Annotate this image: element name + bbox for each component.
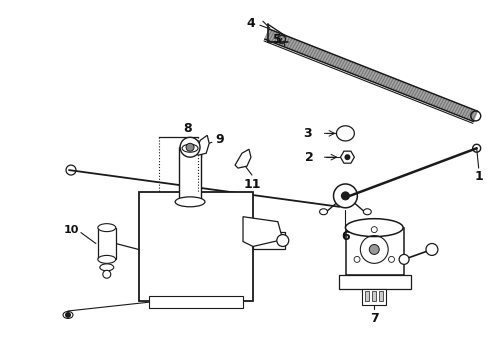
Text: 8: 8 [183,122,192,135]
Bar [340,275,411,289]
Circle shape [103,270,111,278]
Bar [346,228,404,275]
Bar [379,291,383,301]
Circle shape [471,111,481,121]
Circle shape [399,255,409,264]
Text: 2: 2 [305,151,314,164]
Circle shape [277,235,289,247]
Circle shape [354,256,360,262]
Ellipse shape [319,209,327,215]
Text: 3: 3 [303,127,312,140]
Polygon shape [337,126,354,141]
Ellipse shape [363,209,371,215]
Ellipse shape [100,264,114,271]
Text: 4: 4 [246,17,255,30]
Circle shape [371,227,377,233]
Circle shape [369,244,379,255]
Circle shape [237,159,245,167]
Polygon shape [235,149,251,168]
Bar [139,192,253,301]
Circle shape [473,144,481,152]
Polygon shape [243,217,283,247]
Bar [362,289,386,305]
Ellipse shape [182,144,198,152]
Text: 7: 7 [370,312,379,325]
Ellipse shape [175,197,205,207]
Text: 9: 9 [216,133,224,146]
Ellipse shape [345,219,403,237]
Polygon shape [341,151,354,163]
Circle shape [186,143,194,151]
Text: 5: 5 [273,33,282,46]
Circle shape [277,35,286,43]
Bar [253,231,285,249]
Ellipse shape [98,255,116,264]
Circle shape [389,256,394,262]
Circle shape [66,165,76,175]
Circle shape [65,312,71,318]
Bar [98,228,116,260]
Text: 1: 1 [474,170,483,183]
Circle shape [189,157,201,169]
Bar [372,291,376,301]
Bar [179,147,201,202]
Ellipse shape [63,311,73,319]
Circle shape [180,137,200,157]
Bar [366,291,369,301]
Bar [148,296,243,308]
Polygon shape [196,135,209,155]
Ellipse shape [98,224,116,231]
Text: 6: 6 [341,230,350,243]
Text: 10: 10 [63,225,79,235]
Circle shape [334,184,357,208]
Circle shape [344,154,350,160]
Circle shape [426,243,438,255]
Circle shape [342,192,349,200]
Text: 11: 11 [243,179,261,192]
